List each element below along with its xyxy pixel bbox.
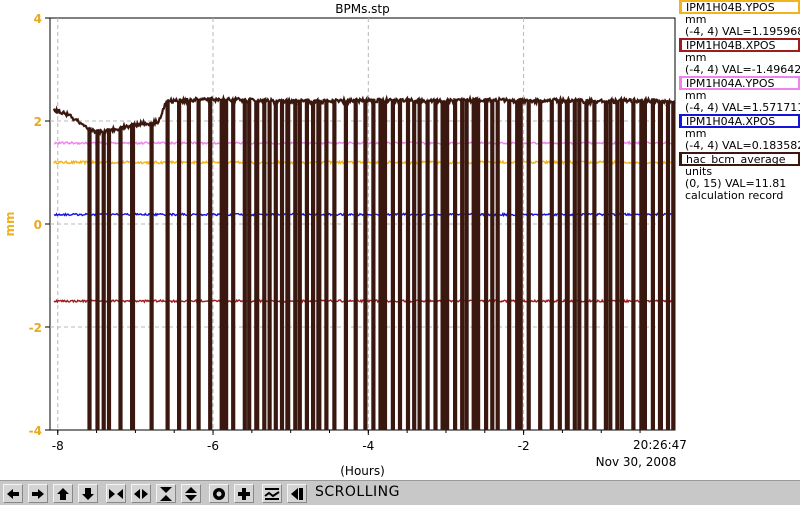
toolbar: SCROLLING [0, 480, 800, 505]
y-tick-label: -2 [29, 321, 42, 335]
legend-series-name[interactable]: IPM1H04A.YPOS [679, 76, 800, 90]
legend-units: mm [685, 51, 707, 64]
y-tick-label: 2 [34, 115, 42, 129]
y-tick-label: -4 [29, 424, 42, 438]
legend-range-value: (-4, 4) VAL=-1.496422 [685, 63, 800, 76]
x-tick-label: -6 [207, 439, 219, 453]
chart-title: BPMs.stp [335, 2, 389, 16]
x-tick-label: -4 [362, 439, 374, 453]
zoom-out-vertical-icon [185, 486, 197, 501]
scroll-down-button[interactable] [78, 484, 98, 503]
zoom-out-y-button[interactable] [181, 484, 201, 503]
autoscale-button[interactable] [262, 484, 282, 503]
timestamp-time: 20:26:47 [633, 438, 687, 452]
record-icon [213, 487, 225, 500]
right-arrow-icon [32, 488, 44, 499]
legend-range-value: (0, 15) VAL=11.81 [685, 177, 787, 190]
up-arrow-icon [57, 487, 69, 500]
legend-entry-ipm1h04a-xpos[interactable]: IPM1H04A.XPOS mm (-4, 4) VAL=0.183582 [679, 114, 800, 152]
legend-entry-ipm1h04a-ypos[interactable]: IPM1H04A.YPOS mm (-4, 4) VAL=1.571711 [679, 76, 800, 114]
scroll-back-button[interactable] [287, 484, 307, 503]
zoom-in-vertical-icon [160, 486, 172, 501]
zoom-out-x-button[interactable] [131, 484, 151, 503]
legend-range-value: (-4, 4) VAL=1.571711 [685, 101, 800, 114]
left-arrow-icon [7, 488, 19, 499]
legend-series-name[interactable]: IPM1H04B.YPOS [679, 0, 800, 14]
legend-units: mm [685, 89, 707, 102]
x-tick-label: -8 [52, 439, 64, 453]
legend-series-name[interactable]: hac_bcm_average [679, 152, 800, 166]
series-line [52, 94, 676, 431]
series-hac-bcm-average [52, 94, 676, 431]
scroll-left-button[interactable] [3, 484, 23, 503]
record-button[interactable] [209, 484, 229, 503]
scrolling-mode-label: SCROLLING [315, 484, 400, 500]
legend-series-name[interactable]: IPM1H04B.XPOS [679, 38, 800, 52]
x-tick-label: -2 [518, 439, 530, 453]
legend-entry-ipm1h04b-xpos[interactable]: IPM1H04B.XPOS mm (-4, 4) VAL=-1.496422 [679, 38, 800, 76]
legend-units: units [685, 165, 713, 178]
legend-range-value: (-4, 4) VAL=0.183582 [685, 139, 800, 152]
autoscale-icon [264, 487, 280, 500]
y-axis-label: mm [3, 211, 17, 236]
timestamp-date: Nov 30, 2008 [596, 455, 677, 469]
x-axis-label: (Hours) [340, 464, 385, 478]
legend: IPM1H04B.YPOS mm (-4, 4) VAL=1.195968 IP… [679, 0, 800, 480]
scroll-back-icon [291, 487, 303, 500]
legend-note: calculation record [685, 189, 784, 202]
down-arrow-icon [82, 487, 94, 500]
legend-range-value: (-4, 4) VAL=1.195968 [685, 25, 800, 38]
y-tick-label: 4 [34, 12, 42, 26]
legend-entry-hac-bcm-average[interactable]: hac_bcm_average units (0, 15) VAL=11.81 … [679, 152, 800, 202]
scroll-up-button[interactable] [53, 484, 73, 503]
zoom-in-y-button[interactable] [156, 484, 176, 503]
zoom-in-x-button[interactable] [106, 484, 126, 503]
y-tick-label: 0 [34, 218, 42, 232]
legend-units: mm [685, 127, 707, 140]
scroll-right-button[interactable] [28, 484, 48, 503]
legend-entry-ipm1h04b-ypos[interactable]: IPM1H04B.YPOS mm (-4, 4) VAL=1.195968 [679, 0, 800, 38]
legend-series-name[interactable]: IPM1H04A.XPOS [679, 114, 800, 128]
add-icon [238, 487, 250, 500]
zoom-out-horizontal-icon [134, 488, 148, 499]
zoom-in-horizontal-icon [109, 488, 123, 499]
add-button[interactable] [234, 484, 254, 503]
legend-units: mm [685, 13, 707, 26]
